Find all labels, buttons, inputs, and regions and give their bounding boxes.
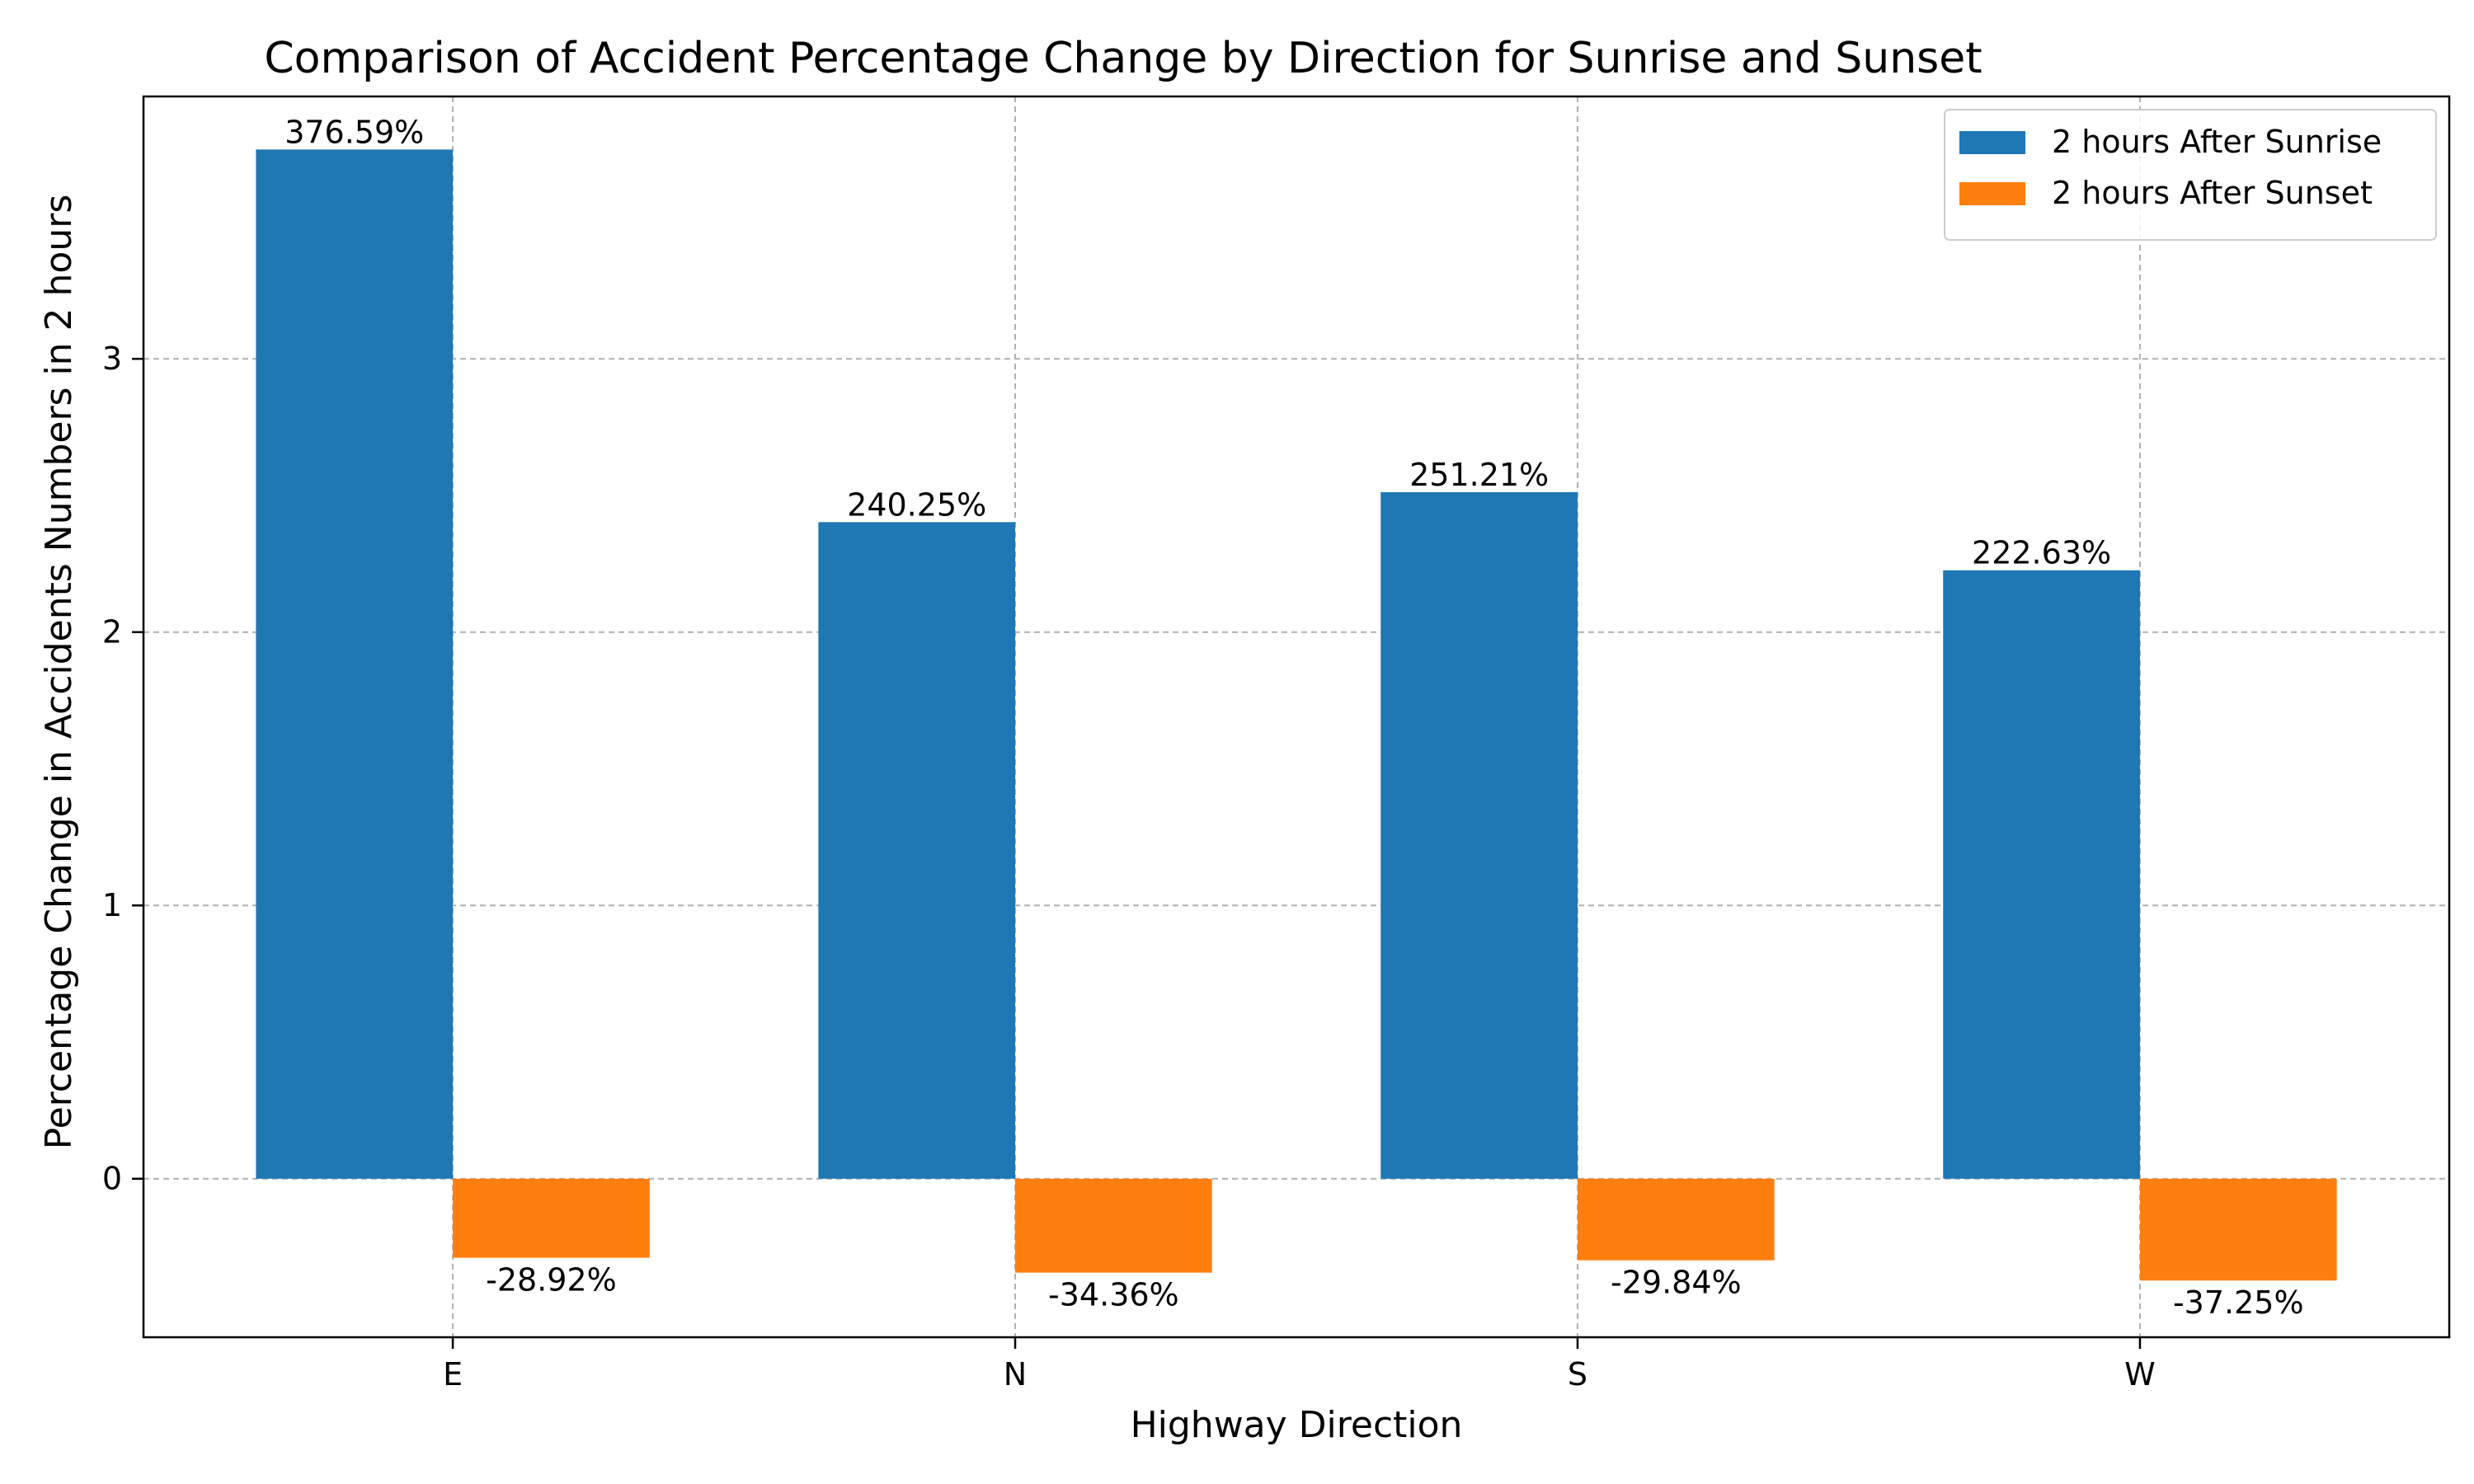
legend-label-sunrise: 2 hours After Sunrise — [2052, 124, 2382, 160]
sunset-bar-e — [453, 1178, 650, 1258]
sunrise-value-label-n: 240.25% — [847, 486, 986, 523]
x-tick-label: E — [443, 1356, 463, 1392]
chart-title: Comparison of Accident Percentage Change… — [264, 34, 1982, 83]
x-tick-label: S — [1568, 1356, 1587, 1392]
sunset-bar-s — [1577, 1178, 1775, 1261]
x-axis-label: Highway Direction — [1131, 1404, 1463, 1446]
bars-layer — [256, 149, 2337, 1281]
y-tick-label: 0 — [102, 1161, 122, 1197]
labels-layer: 376.59% 240.25% 251.21% 222.63% -28.92% -34.3… — [285, 114, 2303, 1321]
legend-swatch-sunset — [1959, 182, 2025, 205]
sunrise-bar-n — [818, 522, 1016, 1179]
sunset-value-label-s: -29.84% — [1611, 1265, 1742, 1301]
y-axis-label: Percentage Change in Accidents Numbers i… — [38, 195, 80, 1149]
ticks-layer: 0 1 2 3 E N S W — [102, 340, 2156, 1392]
sunset-bar-w — [2139, 1178, 2337, 1281]
legend: 2 hours After Sunrise 2 hours After Sunse… — [1944, 109, 2437, 241]
sunrise-bar-e — [256, 149, 454, 1179]
x-tick-label: W — [2124, 1356, 2156, 1392]
y-tick-label: 1 — [102, 887, 122, 923]
y-tick-label: 3 — [102, 340, 122, 377]
sunrise-value-label-w: 222.63% — [1972, 535, 2111, 571]
sunrise-bar-s — [1380, 491, 1578, 1179]
sunrise-value-label-s: 251.21% — [1409, 457, 1549, 493]
sunset-value-label-n: -34.36% — [1048, 1277, 1179, 1313]
x-tick-label: N — [1004, 1356, 1027, 1392]
plot-frame — [142, 95, 2451, 1339]
sunset-bar-n — [1015, 1178, 1212, 1273]
sunset-value-label-e: -28.92% — [486, 1262, 617, 1298]
legend-label-sunset: 2 hours After Sunset — [2052, 175, 2373, 211]
sunrise-bar-w — [1943, 570, 2140, 1179]
sunset-value-label-w: -37.25% — [2173, 1284, 2304, 1321]
sunrise-value-label-e: 376.59% — [285, 114, 424, 150]
legend-swatch-sunrise — [1959, 131, 2025, 154]
y-tick-label: 2 — [102, 614, 122, 650]
legend-box — [1944, 109, 2437, 241]
